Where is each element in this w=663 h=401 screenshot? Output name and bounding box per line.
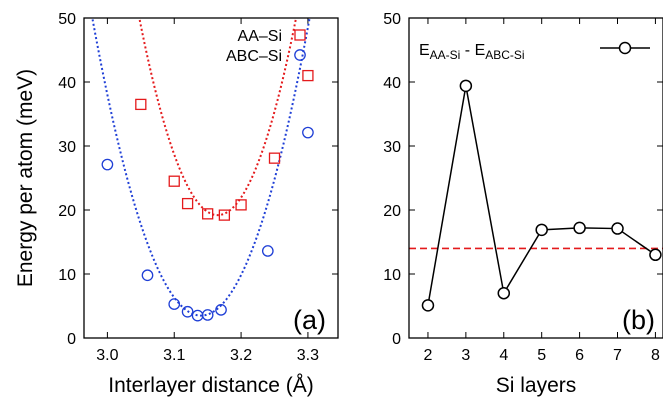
data-point-abc-si	[202, 310, 212, 320]
legend-label-abc-si: ABC–Si	[226, 48, 282, 65]
data-point-aa-si	[303, 71, 313, 81]
data-point-aa-si	[219, 210, 229, 220]
panel-a-y-tick-label: 0	[67, 331, 76, 348]
panel-a-x-tick-label: 3.2	[230, 347, 252, 364]
panel-a-x-tick-label: 3.3	[297, 347, 319, 364]
panel-a-y-tick-label: 40	[58, 75, 76, 92]
panel-b-x-tick-label: 4	[499, 347, 508, 364]
panel-b-frame	[409, 18, 663, 338]
data-point-abc-si	[102, 159, 112, 169]
panel-b-x-tick-label: 3	[461, 347, 470, 364]
panel-a-y-tick-label: 20	[58, 203, 76, 220]
legend-label-energy-difference: EAA-Si - EABC-Si	[419, 42, 525, 62]
panel-a-tag: (a)	[293, 305, 326, 335]
data-point-aa-si	[236, 200, 246, 210]
panel-b-x-tick-label: 6	[575, 347, 584, 364]
panel-b-legend: EAA-Si - EABC-Si	[419, 42, 650, 62]
data-point-abc-si	[169, 299, 179, 309]
panel-a-x-axis-label: Interlayer distance (Å)	[108, 374, 313, 397]
panel-a-frame	[84, 18, 338, 338]
data-point-energy-difference	[574, 222, 585, 233]
data-point-abc-si	[142, 270, 152, 280]
panel-a-y-tick-label: 10	[58, 267, 76, 284]
fit-curve-aa-si	[84, 0, 338, 215]
energy-difference-line	[428, 86, 655, 306]
panel-a-fit-curves	[84, 0, 338, 316]
panel-a-x-tick-label: 3.1	[163, 347, 185, 364]
panel-b-y-tick-label: 20	[383, 203, 401, 220]
panel-b-data-points	[422, 80, 660, 311]
panel-b-x-tick-label: 5	[537, 347, 546, 364]
data-point-abc-si	[263, 246, 273, 256]
legend-label-aa-si: AA–Si	[238, 28, 282, 45]
panel-a-y-tick-label: 50	[58, 11, 76, 28]
data-point-aa-si	[183, 199, 193, 209]
panel-a-x-tick-label: 3.0	[96, 347, 118, 364]
panel-a: 3.0 3.1 3.2 3.3 0 10 20 30 40 50 AA–Si ABC–Si (a)…	[14, 0, 338, 397]
panel-a-y-tick-label: 30	[58, 139, 76, 156]
panel-b-y-tick-label: 0	[392, 331, 401, 348]
data-point-energy-difference	[536, 224, 547, 235]
data-point-aa-si	[270, 153, 280, 163]
data-point-energy-difference	[498, 288, 509, 299]
panel-b-x-tick-label: 8	[651, 347, 660, 364]
panel-b-tag: (b)	[622, 305, 655, 335]
legend-marker-aa-si	[295, 30, 305, 40]
panel-b-y-tick-label: 50	[383, 11, 401, 28]
panel-b-y-tick-label: 30	[383, 139, 401, 156]
legend-marker-sample	[620, 43, 631, 54]
data-point-aa-si	[169, 176, 179, 186]
panel-b-y-tick-label: 10	[383, 267, 401, 284]
panel-b-x-tick-label: 7	[613, 347, 622, 364]
panel-b-x-axis-label: Si layers	[496, 374, 577, 397]
panel-a-data-points	[102, 71, 313, 321]
data-point-energy-difference	[460, 80, 471, 91]
panel-b-y-tick-label: 40	[383, 75, 401, 92]
data-point-energy-difference	[650, 249, 661, 260]
panel-a-y-axis-label: Energy per atom (meV)	[14, 69, 37, 287]
panel-b-x-tick-label: 2	[424, 347, 433, 364]
data-point-aa-si	[136, 99, 146, 109]
data-point-energy-difference	[612, 223, 623, 234]
data-point-energy-difference	[422, 300, 433, 311]
data-point-abc-si	[303, 127, 313, 137]
fit-curve-abc-si	[84, 0, 338, 316]
